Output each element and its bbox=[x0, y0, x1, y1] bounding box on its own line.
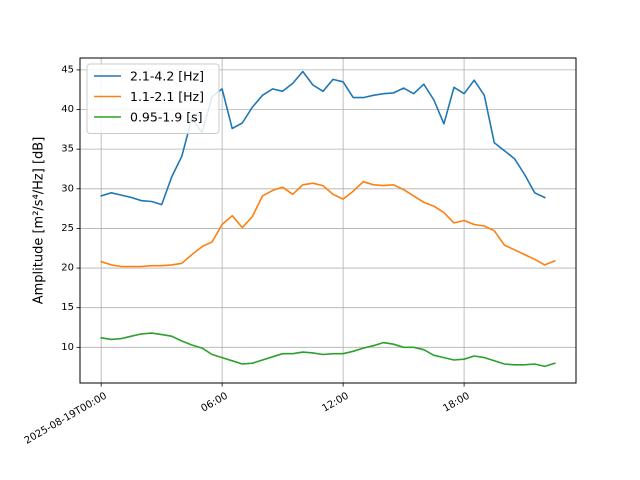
legend: 2.1-4.2 [Hz] 1.1-2.1 [Hz] 0.95-1.9 [s] bbox=[86, 63, 220, 134]
y-tick-label: 20 bbox=[61, 263, 74, 274]
y-axis-label: Amplitude [m²/s⁴/Hz] [dB] bbox=[32, 137, 47, 305]
x-tick-label: 12:00 bbox=[320, 391, 350, 415]
y-tick-label: 45 bbox=[61, 64, 74, 75]
y-tick-label: 35 bbox=[61, 144, 74, 155]
series-layer bbox=[100, 70, 556, 368]
y-tick-label: 25 bbox=[61, 223, 74, 234]
y-tick-label: 10 bbox=[61, 342, 74, 353]
legend-box bbox=[86, 63, 220, 134]
y-tick-label: 15 bbox=[61, 302, 74, 313]
series-line-1 bbox=[100, 180, 556, 268]
x-tick-label: 18:00 bbox=[441, 391, 471, 415]
x-tick-label: 2025-08-19T00:00 bbox=[23, 391, 109, 447]
x-tick-label: 06:00 bbox=[199, 391, 229, 415]
y-tick-label: 30 bbox=[61, 183, 74, 194]
legend-label: 2.1-4.2 [Hz] bbox=[130, 69, 204, 84]
y-tick-label: 40 bbox=[61, 104, 74, 115]
legend-label: 0.95-1.9 [s] bbox=[130, 110, 202, 125]
series-line-2 bbox=[100, 332, 556, 368]
legend-label: 1.1-2.1 [Hz] bbox=[130, 89, 204, 104]
plot-frame bbox=[79, 57, 577, 384]
series-line-0 bbox=[100, 70, 546, 206]
